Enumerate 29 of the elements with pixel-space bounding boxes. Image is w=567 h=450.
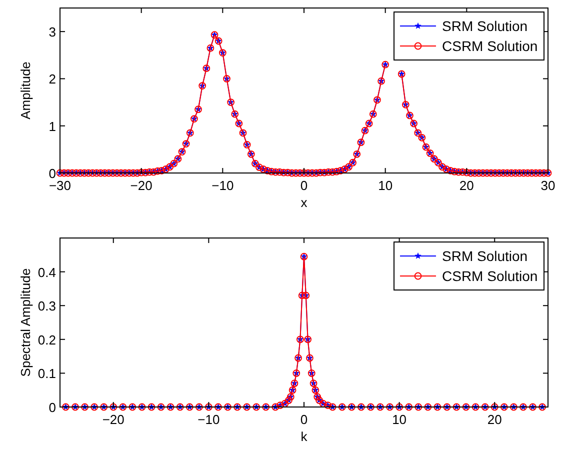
x-tick-label: 10	[392, 412, 407, 427]
y-tick-label: 0.2	[38, 332, 56, 348]
x-axis-title: k	[300, 429, 308, 444]
legend-label: SRM Solution	[442, 18, 528, 34]
y-tick-label: 0	[48, 400, 56, 415]
x-tick-label: −30	[48, 178, 72, 193]
y-tick-label: 0.1	[38, 366, 56, 382]
x-axis-title: x	[300, 195, 308, 210]
y-tick-label: 3	[48, 24, 56, 40]
y-axis-title: Spectral Amplitude	[18, 268, 33, 377]
legend-label: CSRM Solution	[442, 268, 538, 284]
x-tick-label: −20	[102, 412, 124, 427]
x-tick-label: −10	[212, 178, 234, 193]
y-tick-label: 2	[48, 72, 56, 87]
x-tick-label: 10	[378, 178, 393, 193]
x-tick-label: −20	[130, 178, 152, 193]
legend-label: CSRM Solution	[442, 38, 538, 54]
y-tick-label: 0	[48, 166, 56, 181]
y-tick-label: 0.3	[38, 298, 56, 314]
y-tick-label: 1	[48, 118, 56, 134]
x-tick-label: 0	[300, 412, 308, 427]
y-axis-title: Amplitude	[18, 62, 33, 120]
x-tick-label: 20	[459, 178, 474, 193]
x-tick-label: 20	[487, 412, 502, 427]
y-tick-label: 0.4	[38, 264, 56, 280]
x-tick-label: 0	[300, 178, 308, 193]
legend-label: SRM Solution	[442, 248, 528, 264]
x-tick-label: 30	[540, 178, 556, 193]
x-tick-label: −10	[198, 412, 220, 427]
